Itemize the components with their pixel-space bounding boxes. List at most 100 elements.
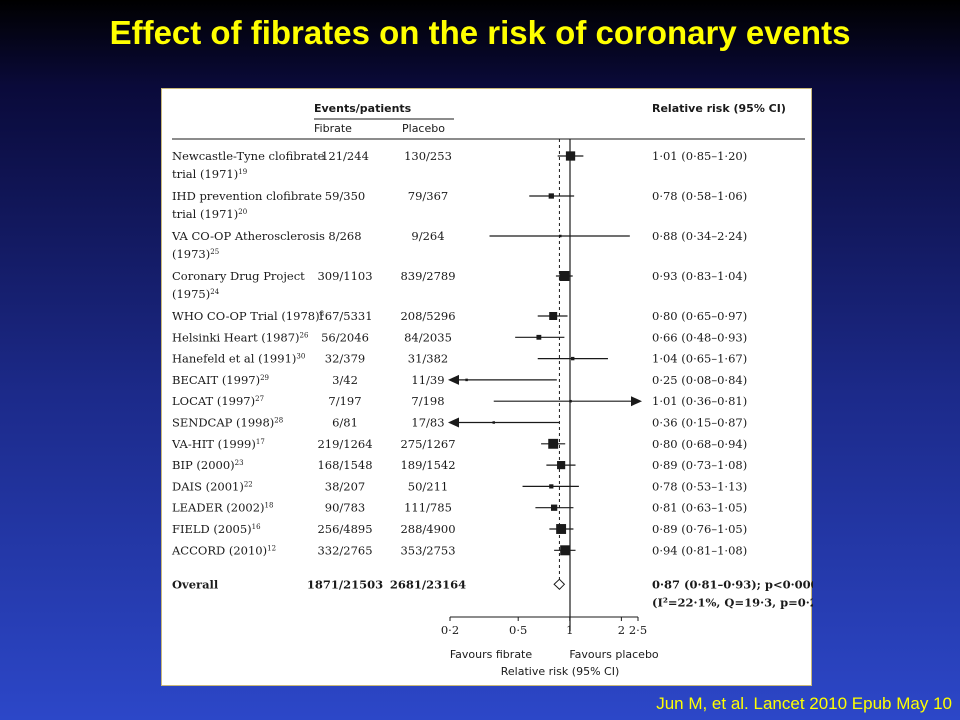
fibrate-events: 168/1548 [317,458,372,472]
study-name: ACCORD (2010)12 [171,543,276,557]
slide-title: Effect of fibrates on the risk of corona… [109,14,851,51]
study-name: SENDCAP (1998)28 [172,416,283,430]
relative-risk-ci: 1·01 (0·36–0·81) [652,394,747,408]
placebo-events: 208/5296 [400,309,455,323]
study-name: BIP (2000)23 [172,458,244,472]
citation: Jun M, et al. Lancet 2010 Epub May 10 [656,694,952,713]
study-name-line2: (1973)25 [172,247,219,261]
fibrate-events: 6/81 [332,416,358,430]
study-name: Helsinki Heart (1987)26 [172,330,309,344]
point-estimate [550,504,558,511]
placebo-events: 7/198 [411,394,444,408]
study-name: LOCAT (1997)27 [172,394,264,408]
relative-risk-ci: 0·78 (0·53–1·13) [652,479,747,493]
placebo-events: 189/1542 [400,458,455,472]
placebo-events: 79/367 [408,189,448,203]
relative-risk-ci: 0·89 (0·73–1·08) [652,458,747,472]
header-fibrate: Fibrate [314,122,352,135]
overall-heterogeneity: (I²=22·1%, Q=19·3, p=0·202) [652,595,813,609]
relative-risk-ci: 0·80 (0·65–0·97) [652,309,747,323]
relative-risk-ci: 0·78 (0·58–1·06) [652,189,747,203]
placebo-events: 275/1267 [400,437,455,451]
header-placebo: Placebo [402,122,445,135]
placebo-events: 288/4900 [400,522,455,536]
header-relative-risk: Relative risk (95% CI) [652,102,786,115]
overall-placebo-events: 2681/23164 [390,577,466,591]
forest-plot: Events/patients Fibrate Placebo Relative… [171,102,813,678]
relative-risk-ci: 1·01 (0·85–1·20) [652,149,747,163]
ci-arrow-left [448,374,459,385]
relative-risk-ci: 0·36 (0·15–0·87) [652,416,747,430]
point-estimate [548,193,554,199]
fibrate-events: 38/207 [325,479,365,493]
x-tick-label: 0·5 [509,623,527,637]
placebo-events: 50/211 [408,479,448,493]
forest-plot-panel: Events/patients Fibrate Placebo Relative… [161,88,813,686]
overall-relative-risk: 0·87 (0·81–0·93); p<0·0001 [652,577,813,591]
relative-risk-ci: 0·93 (0·83–1·04) [652,269,747,283]
relative-risk-ci: 0·89 (0·76–1·05) [652,522,747,536]
x-tick-label: 0·2 [441,623,459,637]
placebo-events: 11/39 [411,373,444,387]
ci-arrow-left [448,417,459,428]
study-name: BECAIT (1997)29 [172,373,269,387]
study-name: WHO CO-OP Trial (1978)8 [172,309,324,323]
ci-arrow-right [631,396,642,407]
placebo-events: 130/253 [404,149,452,163]
fibrate-events: 8/268 [328,229,361,243]
overall-label: Overall [172,577,219,591]
fibrate-events: 309/1103 [317,269,372,283]
overall-fibrate-events: 1871/21503 [307,577,383,591]
x-tick-label: 2 [618,623,625,637]
point-estimate [569,399,572,403]
favours-fibrate-label: Favours fibrate [450,648,533,661]
point-estimate [492,421,496,424]
study-name: DAIS (2001)22 [172,479,253,493]
study-name: VA CO-OP Atherosclerosis [171,229,325,243]
point-estimate [548,438,559,449]
point-estimate [560,545,571,556]
fibrate-events: 32/379 [325,352,365,366]
relative-risk-ci: 0·94 (0·81–1·08) [652,543,747,557]
placebo-events: 353/2753 [400,543,455,557]
fibrate-events: 332/2765 [317,543,372,557]
fibrate-events: 121/244 [321,149,369,163]
relative-risk-ci: 0·25 (0·08–0·84) [652,373,747,387]
placebo-events: 111/785 [404,501,452,515]
overall-diamond [553,578,566,590]
placebo-events: 84/2035 [404,330,452,344]
x-tick-label: 1 [566,623,573,637]
fibrate-events: 56/2046 [321,330,369,344]
study-name-line2: (1975)24 [172,287,220,301]
point-estimate [536,334,542,340]
relative-risk-ci: 0·66 (0·48–0·93) [652,330,747,344]
relative-risk-ci: 1·04 (0·65–1·67) [652,352,747,366]
header-events-patients: Events/patients [314,102,412,115]
fibrate-events: 3/42 [332,373,358,387]
fibrate-events: 90/783 [325,501,365,515]
study-name-line2: trial (1971)19 [172,167,247,181]
point-estimate [565,151,576,161]
point-estimate [559,234,562,238]
point-estimate [549,484,554,489]
point-estimate [571,356,575,361]
placebo-events: 839/2789 [400,269,455,283]
study-name: FIELD (2005)16 [172,522,261,536]
placebo-events: 17/83 [411,416,444,430]
relative-risk-ci: 0·81 (0·63–1·05) [652,501,747,515]
relative-risk-ci: 0·88 (0·34–2·24) [652,229,747,243]
study-name: Newcastle-Tyne clofibrate [172,149,325,163]
fibrate-events: 7/197 [328,394,361,408]
placebo-events: 31/382 [408,352,448,366]
fibrate-events: 219/1264 [317,437,372,451]
placebo-events: 9/264 [411,229,444,243]
favours-placebo-label: Favours placebo [569,648,659,661]
point-estimate [549,312,558,320]
fibrate-events: 59/350 [325,189,365,203]
fibrate-events: 167/5331 [317,309,372,323]
study-name: Coronary Drug Project [172,269,305,283]
study-name-line2: trial (1971)20 [172,207,247,221]
x-tick-label: 2·5 [629,623,647,637]
study-name: IHD prevention clofibrate [172,189,322,203]
point-estimate [556,524,567,534]
